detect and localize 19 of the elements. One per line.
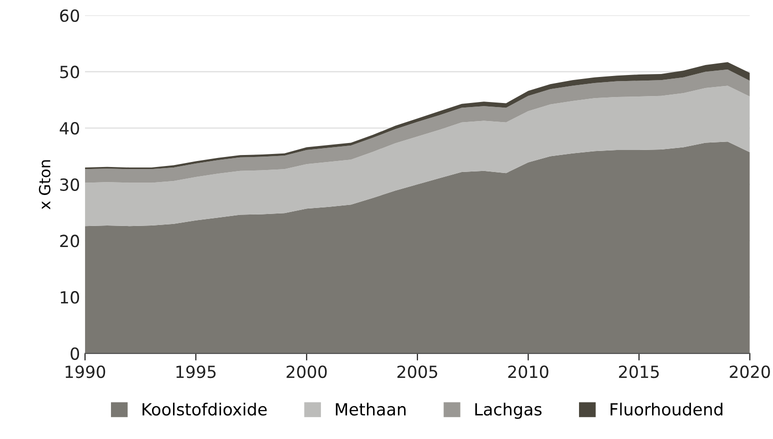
- legend-label: Methaan: [336, 402, 406, 416]
- y-tick-label: 30: [60, 178, 80, 191]
- x-tick-label: 2000: [286, 365, 327, 378]
- y-tick-label: 10: [60, 291, 80, 304]
- x-tick-label: 2005: [397, 365, 438, 378]
- x-tick-label: 2020: [730, 365, 770, 378]
- x-tick-label: 2015: [619, 365, 659, 378]
- y-tick-label: 20: [60, 234, 80, 248]
- legend-label: Koolstofdioxide: [142, 402, 267, 416]
- y-tick-label: 40: [60, 122, 80, 135]
- legend-label: Fluorhoudend: [610, 402, 722, 416]
- y-tick-label: 50: [60, 66, 80, 78]
- legend-label: Lachgas: [475, 402, 542, 419]
- y-tick-label: 60: [60, 9, 80, 22]
- x-tick-label: 1990: [66, 365, 106, 378]
- y-tick-label: 0: [70, 347, 80, 360]
- x-tick-label: 2010: [508, 365, 548, 378]
- y-axis-title: x Gton: [38, 160, 50, 210]
- x-tick-label: 1995: [176, 365, 216, 378]
